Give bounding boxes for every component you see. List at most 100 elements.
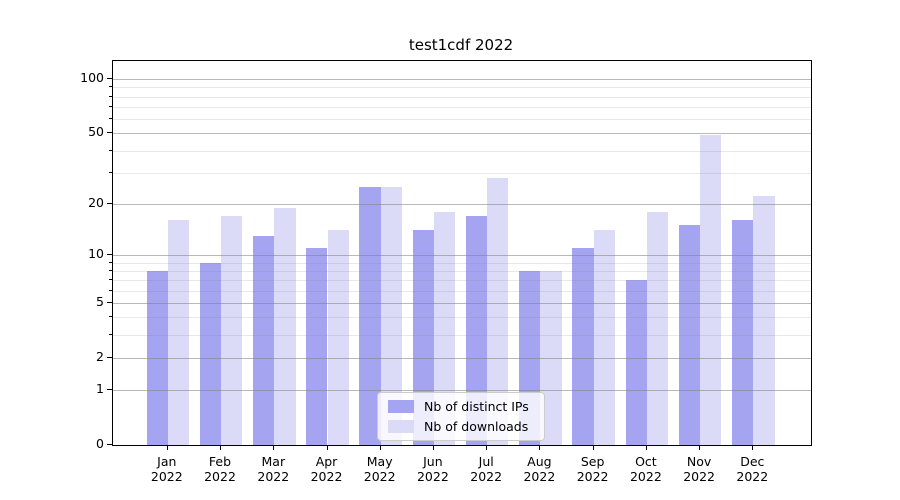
legend: Nb of distinct IPs Nb of downloads	[377, 392, 545, 441]
y-tick-label-2: 2	[96, 348, 104, 364]
x-tick-mark-aug	[539, 445, 541, 450]
gridline-major-20	[113, 203, 811, 205]
y-minor-tick-mark-40	[109, 149, 112, 151]
y-tick-mark-1	[107, 389, 112, 391]
legend-swatch-downloads	[388, 420, 414, 433]
y-tick-mark-5	[107, 302, 112, 303]
y-tick-label-0: 0	[96, 436, 104, 451]
y-minor-tick-mark-70	[109, 106, 112, 108]
gridline-minor-9	[113, 262, 811, 264]
x-tick-mark-jun	[432, 445, 434, 450]
gridline-major-5	[113, 303, 811, 304]
gridline-minor-4	[113, 317, 811, 319]
x-tick-mark-oct	[645, 445, 647, 450]
y-tick-mark-2	[107, 356, 112, 358]
gridline-major-50	[113, 133, 811, 135]
bar-distinct-ips-jun	[412, 230, 434, 445]
bar-downloads-oct	[646, 211, 669, 445]
gridline-minor-3	[113, 335, 811, 337]
gridline-minor-90	[113, 87, 811, 89]
y-tick-label-1: 1	[96, 381, 104, 397]
bar-downloads-dec	[753, 196, 775, 445]
bar-distinct-ips-jul	[465, 215, 488, 445]
bar-downloads-sep	[593, 230, 615, 445]
x-tick-label-mar: Mar 2022	[257, 454, 290, 484]
bar-downloads-jan	[167, 220, 190, 445]
bar-distinct-ips-dec	[732, 220, 754, 445]
gridline-minor-7	[113, 280, 811, 282]
y-minor-tick-mark-6	[109, 289, 112, 291]
x-tick-label-jun: Jun 2022	[416, 454, 449, 484]
bar-downloads-mar	[274, 207, 296, 445]
x-tick-label-dec: Dec 2022	[736, 454, 769, 484]
bar-distinct-ips-nov	[678, 225, 701, 445]
y-tick-label-50: 50	[88, 124, 104, 140]
legend-swatch-distinct-ips	[388, 400, 414, 413]
bar-distinct-ips-apr	[306, 248, 328, 445]
x-tick-mark-mar	[273, 445, 275, 450]
x-tick-mark-sep	[592, 445, 594, 450]
legend-label-downloads: Nb of downloads	[424, 419, 529, 434]
y-tick-mark-20	[107, 202, 112, 204]
y-tick-label-100: 100	[80, 70, 104, 86]
y-tick-mark-100	[107, 78, 112, 80]
gridline-minor-30	[113, 172, 811, 174]
x-tick-mark-nov	[699, 445, 701, 450]
gridline-major-2	[113, 357, 811, 359]
y-tick-mark-10	[107, 253, 112, 255]
y-minor-tick-mark-7	[109, 279, 112, 281]
bar-downloads-jul	[487, 178, 509, 445]
x-tick-label-jul: Jul 2022	[470, 454, 503, 484]
x-tick-mark-dec	[752, 445, 754, 450]
y-minor-tick-mark-80	[109, 95, 112, 97]
y-minor-tick-mark-90	[109, 86, 112, 88]
bar-distinct-ips-sep	[572, 248, 594, 445]
gridline-minor-80	[113, 96, 811, 98]
bar-distinct-ips-mar	[253, 235, 275, 445]
x-tick-label-feb: Feb 2022	[204, 454, 236, 484]
x-tick-mark-jan	[166, 445, 168, 450]
gridline-minor-6	[113, 290, 811, 292]
bar-downloads-feb	[221, 215, 243, 445]
bar-downloads-may	[380, 186, 402, 445]
x-tick-label-aug: Aug 2022	[523, 454, 556, 484]
y-tick-label-20: 20	[88, 194, 104, 210]
bar-distinct-ips-may	[359, 186, 381, 445]
x-tick-label-apr: Apr 2022	[310, 454, 343, 484]
x-tick-label-may: May 2022	[363, 454, 396, 484]
y-minor-tick-mark-4	[109, 316, 112, 318]
gridline-major-1	[113, 390, 811, 392]
legend-item-downloads: Nb of downloads	[388, 419, 536, 434]
y-tick-mark-0	[107, 444, 112, 445]
x-tick-mark-jul	[486, 445, 488, 450]
gridline-major-10	[113, 254, 811, 256]
gridline-minor-8	[113, 270, 811, 272]
x-tick-label-sep: Sep 2022	[576, 454, 609, 484]
gridline-major-100	[113, 79, 811, 81]
x-tick-label-oct: Oct 2022	[629, 454, 662, 484]
legend-label-distinct-ips: Nb of distinct IPs	[424, 399, 529, 414]
gridline-minor-70	[113, 107, 811, 109]
gridline-minor-60	[113, 119, 811, 121]
y-minor-tick-mark-8	[109, 269, 112, 271]
x-tick-mark-feb	[220, 445, 221, 450]
bar-distinct-ips-oct	[625, 280, 647, 445]
y-minor-tick-mark-9	[109, 261, 112, 263]
plot-area	[112, 60, 812, 446]
y-minor-tick-mark-3	[109, 334, 112, 336]
bar-downloads-nov	[700, 134, 722, 445]
y-tick-mark-50	[107, 132, 112, 134]
x-tick-mark-apr	[326, 445, 328, 450]
x-tick-mark-may	[379, 445, 381, 450]
x-tick-label-nov: Nov 2022	[683, 454, 715, 484]
chart-title: test1cdf 2022	[408, 36, 514, 54]
bar-downloads-jun	[433, 211, 456, 445]
bar-downloads-apr	[327, 230, 349, 445]
y-minor-tick-mark-60	[109, 118, 112, 120]
y-tick-label-5: 5	[96, 294, 104, 309]
y-tick-label-10: 10	[88, 245, 104, 261]
y-minor-tick-mark-30	[109, 171, 112, 173]
legend-item-distinct-ips: Nb of distinct IPs	[388, 399, 536, 414]
gridline-minor-40	[113, 150, 811, 152]
